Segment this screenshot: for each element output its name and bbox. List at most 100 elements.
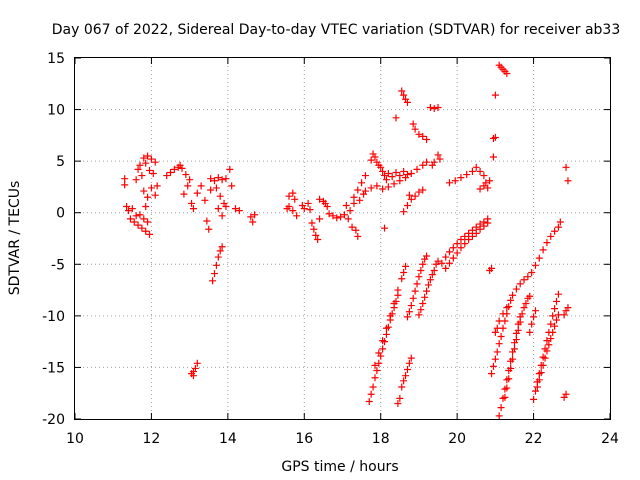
data-point (247, 213, 255, 221)
data-point (562, 163, 570, 171)
data-point (505, 375, 513, 383)
x-tick-label: 20 (448, 431, 466, 447)
data-point (367, 390, 375, 398)
data-point (153, 182, 161, 190)
data-point (400, 377, 408, 385)
data-point (285, 192, 293, 200)
data-point (348, 223, 356, 231)
data-point (413, 165, 421, 173)
y-tick-label: 15 (47, 51, 65, 67)
data-point (207, 186, 215, 194)
data-point (125, 207, 132, 215)
data-point (405, 359, 413, 367)
data-point (509, 355, 517, 363)
data-point (417, 266, 425, 274)
data-point (495, 340, 503, 348)
data-point (415, 188, 423, 196)
data-point (375, 349, 383, 357)
data-point (528, 320, 536, 328)
data-point (146, 166, 154, 174)
data-point (436, 155, 444, 163)
data-point (189, 372, 197, 380)
data-point (411, 192, 419, 200)
data-point (134, 165, 142, 173)
data-point (537, 369, 545, 377)
data-point (457, 174, 465, 182)
data-point (140, 154, 148, 162)
data-point (402, 372, 410, 380)
data-point (495, 317, 503, 325)
data-point (491, 328, 499, 336)
y-tick-label: -20 (42, 412, 65, 428)
data-point (132, 176, 140, 184)
data-point (453, 240, 461, 248)
data-point (384, 170, 392, 178)
data-point (419, 132, 427, 140)
data-point (489, 362, 497, 370)
data-point (560, 311, 568, 319)
data-point (144, 193, 152, 201)
data-point (488, 370, 496, 378)
data-point (214, 174, 222, 182)
data-point (316, 195, 324, 203)
data-point (461, 240, 469, 248)
data-point (201, 196, 209, 204)
data-point (526, 292, 534, 300)
y-tick-label: 10 (47, 103, 65, 119)
data-point (411, 287, 419, 295)
data-point (367, 156, 375, 164)
data-point (144, 218, 152, 226)
data-point (218, 243, 226, 251)
data-point (549, 312, 557, 320)
data-point (503, 384, 511, 392)
data-point (386, 312, 394, 320)
data-point (531, 307, 539, 315)
data-point (289, 189, 297, 197)
data-point (541, 354, 549, 362)
data-point (491, 91, 499, 99)
data-point (551, 305, 559, 313)
data-point (514, 326, 522, 334)
data-point (507, 364, 515, 372)
data-point (216, 192, 224, 200)
data-point (147, 155, 155, 163)
axis-ticks: 10 12 14 16 18 20 22 24 15 10 5 0 -5 -10 -15 -20 (42, 51, 619, 447)
data-point (291, 195, 299, 203)
data-point (522, 299, 530, 307)
data-point (510, 345, 518, 353)
data-point (228, 182, 236, 190)
data-point (136, 161, 144, 169)
grid (75, 58, 610, 419)
data-point (468, 232, 476, 240)
data-point (551, 227, 559, 235)
data-point (354, 232, 362, 240)
data-point (453, 249, 461, 257)
data-points (121, 61, 572, 420)
data-point (379, 345, 387, 353)
data-point (342, 201, 350, 209)
data-point (128, 205, 136, 213)
data-point (375, 359, 383, 367)
data-point (396, 394, 404, 402)
data-point (547, 320, 555, 328)
data-point (344, 215, 352, 223)
data-point (426, 104, 434, 112)
data-point (293, 212, 301, 220)
data-point (126, 215, 134, 223)
data-point (249, 218, 257, 226)
data-point (222, 175, 230, 183)
data-point (556, 218, 564, 226)
data-point (384, 183, 392, 191)
data-point (321, 199, 329, 207)
data-point (535, 376, 543, 384)
data-point (446, 179, 453, 187)
data-point (419, 299, 427, 307)
data-point (465, 229, 473, 237)
data-point (132, 212, 140, 220)
data-point (531, 387, 539, 395)
data-point (134, 221, 142, 229)
data-point (426, 276, 434, 284)
data-point (551, 322, 559, 330)
data-point (392, 168, 400, 176)
